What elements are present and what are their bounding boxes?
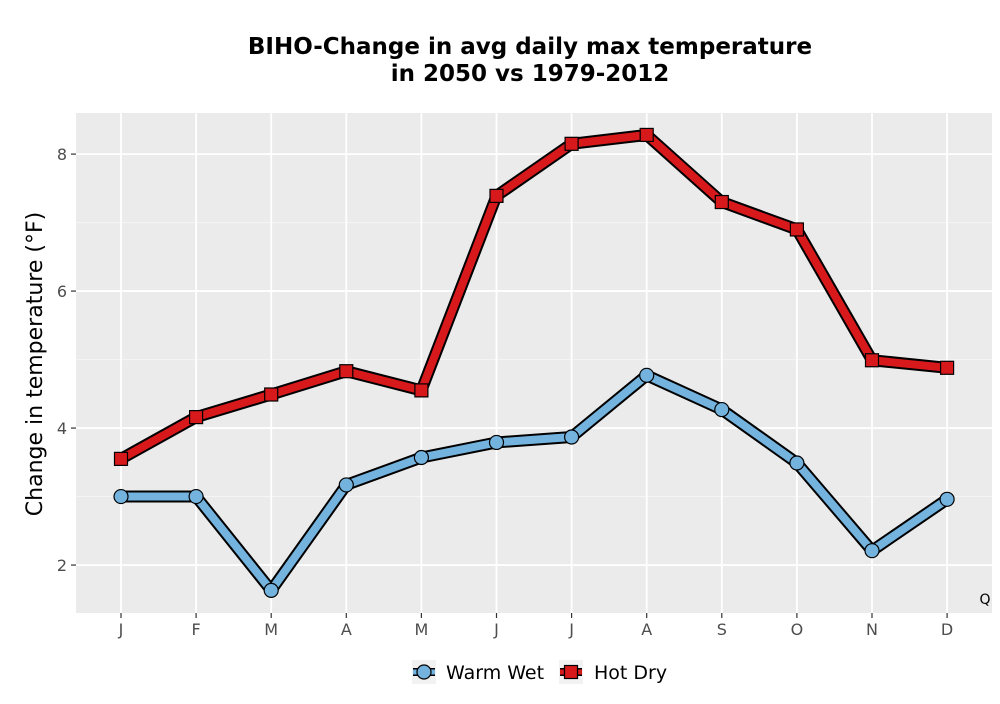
data-point-hot-dry (489, 188, 504, 203)
x-tick-label: N (866, 620, 878, 639)
data-point-warm-wet (789, 455, 805, 471)
series-layer (113, 127, 955, 598)
corner-note: Q (979, 592, 990, 608)
x-tick-label: D (941, 620, 953, 639)
y-tick-label: 8 (57, 145, 67, 164)
legend-marker (563, 664, 579, 680)
x-tick-label: A (341, 620, 352, 639)
data-point-warm-wet (563, 429, 580, 445)
legend-label: Warm Wet (446, 662, 544, 684)
y-tick-label: 2 (57, 556, 67, 575)
x-tick-label: A (641, 620, 652, 639)
data-point-warm-wet (864, 543, 880, 559)
data-point-hot-dry (714, 194, 729, 210)
x-tick-label: O (791, 620, 804, 639)
data-point-warm-wet (413, 449, 429, 466)
data-point-warm-wet (639, 367, 655, 383)
y-tick-label: 4 (57, 419, 67, 438)
series-line (117, 130, 952, 463)
chart-title-line-2: in 2050 vs 1979-2012 (391, 61, 670, 87)
data-point-warm-wet (338, 477, 354, 493)
legend-item-warm-wet: Warm Wet (412, 660, 544, 684)
data-point-warm-wet (488, 434, 505, 451)
legend-item-hot-dry: Hot Dry (559, 660, 667, 684)
x-tick-label: J (568, 620, 574, 639)
data-point-hot-dry (414, 383, 429, 398)
data-point-hot-dry (639, 127, 654, 143)
x-tick-label: F (191, 620, 200, 639)
data-point-hot-dry (113, 451, 129, 466)
data-point-hot-dry (264, 387, 279, 402)
legend: Warm Wet Hot Dry (412, 660, 667, 684)
legend-label: Hot Dry (594, 662, 667, 684)
axes: 2 4 6 8 J F M A M J J A S O N D (57, 145, 953, 639)
legend-marker (416, 664, 432, 680)
x-tick-label: M (414, 620, 428, 639)
x-tick-label: J (118, 620, 124, 639)
data-point-hot-dry (789, 222, 805, 237)
data-point-warm-wet (714, 401, 730, 418)
data-point-warm-wet (113, 488, 129, 505)
y-tick-label: 6 (57, 282, 67, 301)
grid (76, 113, 992, 613)
data-point-hot-dry (939, 360, 955, 375)
series-line (117, 371, 952, 595)
series-hot-dry (113, 127, 955, 466)
y-axis-label: Change in temperature (°F) (23, 212, 48, 516)
x-tick-label: M (264, 620, 278, 639)
series-warm-wet (113, 367, 955, 598)
x-tick-label: S (717, 620, 727, 639)
chart-title-line-1: BIHO-Change in avg daily max temperature (248, 34, 812, 60)
x-tick-label: J (493, 620, 499, 639)
data-point-warm-wet (939, 491, 955, 507)
data-point-hot-dry (864, 353, 880, 368)
data-point-warm-wet (188, 488, 204, 505)
data-point-warm-wet (263, 582, 279, 598)
data-point-hot-dry (189, 410, 204, 425)
data-point-hot-dry (564, 136, 579, 151)
data-point-hot-dry (339, 364, 354, 379)
